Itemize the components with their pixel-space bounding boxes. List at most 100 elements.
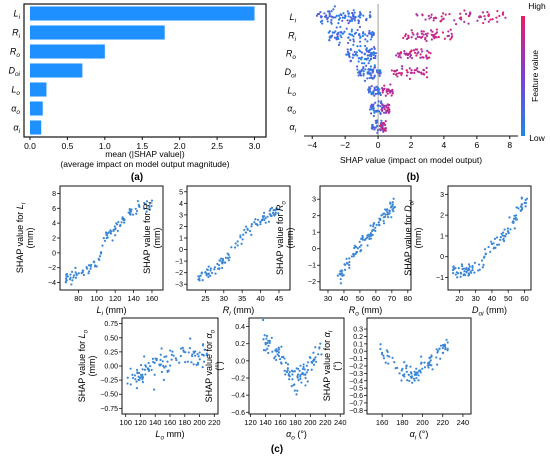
data-point xyxy=(444,346,447,349)
data-point xyxy=(159,358,162,361)
data-point xyxy=(160,347,163,350)
shap-point xyxy=(416,48,419,51)
shap-point xyxy=(373,47,376,50)
shap-point xyxy=(384,104,388,107)
data-point xyxy=(343,268,347,271)
data-point xyxy=(263,334,266,337)
data-point xyxy=(201,279,204,282)
data-point xyxy=(233,246,237,249)
shap-point xyxy=(331,34,334,37)
shap-point xyxy=(376,109,379,112)
data-point xyxy=(423,361,426,364)
data-point xyxy=(466,269,469,272)
shap-point xyxy=(410,69,413,72)
shap-point xyxy=(381,109,384,112)
data-point xyxy=(435,356,438,359)
shap-point xyxy=(373,74,376,77)
data-point xyxy=(216,262,219,266)
y-tick-label: 0.0 xyxy=(235,358,245,365)
panel-b-beeswarm: Li Ri Ro Doi Lo αo αi −4 −2 0 2 4 6 8 SHAP value (impa… xyxy=(284,1,546,165)
shap-point xyxy=(429,52,432,55)
data-point xyxy=(131,376,135,380)
data-point xyxy=(465,266,468,270)
data-point xyxy=(312,359,315,362)
data-point xyxy=(205,272,208,275)
data-point xyxy=(266,341,269,345)
shap-point xyxy=(410,49,413,52)
shap-point xyxy=(356,54,359,57)
shap-point xyxy=(420,50,424,53)
data-point xyxy=(495,243,499,246)
y-tick-label: −0.2 xyxy=(349,364,363,371)
shap-point xyxy=(390,94,393,97)
data-point xyxy=(181,346,184,349)
data-point xyxy=(139,364,143,367)
data-point xyxy=(127,211,130,214)
data-point xyxy=(427,366,430,369)
shap-point xyxy=(387,88,390,91)
y-tick-label: 0 xyxy=(440,254,444,261)
plot-frame xyxy=(248,317,345,415)
shap-point xyxy=(378,69,382,72)
y-axis-label: SHAP value for αi xyxy=(322,330,335,401)
shap-point xyxy=(358,25,362,29)
shap-point xyxy=(386,92,389,95)
shap-point xyxy=(352,35,355,38)
shap-point xyxy=(430,13,433,16)
shap-point xyxy=(414,51,417,54)
data-point xyxy=(184,351,187,354)
data-point xyxy=(207,272,211,275)
data-point xyxy=(502,239,506,243)
shap-point xyxy=(379,105,382,108)
shap-point xyxy=(428,17,431,20)
shap-point xyxy=(372,90,375,93)
shap-point xyxy=(347,21,350,25)
data-point xyxy=(138,378,141,382)
shap-point xyxy=(487,20,490,23)
shap-point xyxy=(467,14,470,18)
data-point xyxy=(135,212,138,215)
data-point xyxy=(214,272,217,275)
data-point xyxy=(423,366,427,369)
data-point xyxy=(478,263,481,266)
data-point xyxy=(275,350,278,353)
data-point xyxy=(384,213,387,216)
data-point xyxy=(382,357,386,360)
data-point xyxy=(298,369,301,372)
data-point xyxy=(392,197,395,200)
shap-point xyxy=(378,91,381,94)
data-point xyxy=(363,238,366,242)
shap-point xyxy=(349,59,353,62)
shap-point xyxy=(437,35,440,39)
y-tick-label: −0.50 xyxy=(100,392,118,399)
shap-point xyxy=(357,60,360,63)
shap-point xyxy=(369,90,372,93)
data-point xyxy=(366,234,369,237)
shap-point xyxy=(370,112,373,115)
shap-point xyxy=(390,69,393,72)
shap-point xyxy=(403,34,407,38)
shap-point xyxy=(451,35,454,38)
y-tick-label: 1 xyxy=(179,236,183,243)
data-point xyxy=(197,363,200,366)
shap-point xyxy=(360,51,364,54)
data-point xyxy=(186,360,190,363)
data-point xyxy=(471,268,474,272)
data-point xyxy=(415,377,418,380)
data-point xyxy=(66,275,69,278)
data-point xyxy=(136,371,139,374)
shap-point xyxy=(357,20,361,23)
data-point xyxy=(446,341,449,344)
shap-point xyxy=(350,28,354,31)
data-point xyxy=(428,356,431,359)
data-point xyxy=(387,362,390,365)
data-point xyxy=(213,268,216,271)
data-point xyxy=(261,318,265,322)
data-point xyxy=(401,367,404,370)
data-point xyxy=(368,237,371,241)
data-point xyxy=(490,242,493,246)
x-tick-label: 200 xyxy=(193,418,206,427)
x-axis-label: Ri (mm) xyxy=(223,305,254,318)
